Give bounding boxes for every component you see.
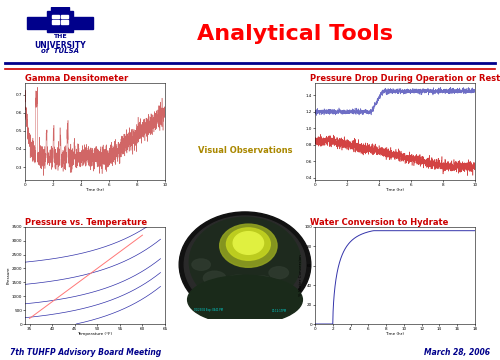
Ellipse shape bbox=[190, 217, 300, 306]
Ellipse shape bbox=[250, 276, 274, 291]
Bar bbox=[61, 20, 68, 24]
Y-axis label: Pressure: Pressure bbox=[6, 267, 10, 284]
Text: March 28, 2006: March 28, 2006 bbox=[424, 348, 490, 357]
Bar bbox=[52, 15, 59, 18]
Bar bbox=[47, 11, 73, 31]
Text: Pressure Drop During Operation or Restart: Pressure Drop During Operation or Restar… bbox=[310, 74, 500, 83]
Text: 01:12:17PM: 01:12:17PM bbox=[272, 309, 287, 312]
Text: Analytical Tools: Analytical Tools bbox=[197, 24, 393, 44]
Ellipse shape bbox=[269, 267, 288, 279]
Text: 01/23/06 Exp: 0641 PM: 01/23/06 Exp: 0641 PM bbox=[194, 309, 223, 312]
Text: Visual Observations: Visual Observations bbox=[198, 146, 292, 155]
Bar bbox=[52, 20, 59, 24]
Ellipse shape bbox=[188, 275, 302, 324]
Ellipse shape bbox=[220, 224, 277, 267]
Text: Water Conversion to Hydrate: Water Conversion to Hydrate bbox=[310, 218, 448, 227]
X-axis label: Temperature (°F): Temperature (°F) bbox=[78, 332, 112, 336]
Ellipse shape bbox=[220, 275, 256, 297]
X-axis label: Time (hr): Time (hr) bbox=[386, 332, 404, 336]
Text: Gamma Densitometer: Gamma Densitometer bbox=[25, 74, 128, 83]
Text: THE: THE bbox=[53, 34, 67, 39]
Bar bbox=[51, 7, 69, 11]
Text: UNIVERSITY: UNIVERSITY bbox=[34, 41, 86, 50]
Ellipse shape bbox=[226, 228, 270, 260]
Text: 7th TUHFP Advisory Board Meeting: 7th TUHFP Advisory Board Meeting bbox=[10, 348, 161, 357]
X-axis label: Time (hr): Time (hr) bbox=[386, 188, 404, 192]
X-axis label: Time (hr): Time (hr) bbox=[86, 188, 104, 192]
Bar bbox=[27, 17, 47, 29]
Ellipse shape bbox=[192, 259, 210, 270]
Text: of  TULSA: of TULSA bbox=[41, 48, 79, 54]
Ellipse shape bbox=[179, 212, 311, 317]
Bar bbox=[73, 17, 93, 29]
Ellipse shape bbox=[204, 271, 226, 285]
Y-axis label: % Water Conversion: % Water Conversion bbox=[299, 255, 303, 296]
Ellipse shape bbox=[184, 216, 306, 313]
Ellipse shape bbox=[238, 289, 265, 305]
Ellipse shape bbox=[233, 232, 264, 254]
Text: Pressure vs. Temperature: Pressure vs. Temperature bbox=[25, 218, 147, 227]
Bar bbox=[61, 15, 68, 18]
